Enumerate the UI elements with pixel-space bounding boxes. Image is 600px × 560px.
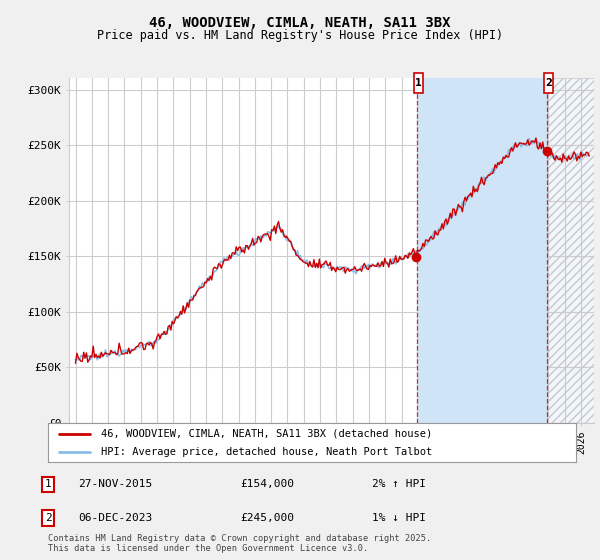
Text: 2: 2 [44, 513, 52, 523]
Text: 46, WOODVIEW, CIMLA, NEATH, SA11 3BX (detached house): 46, WOODVIEW, CIMLA, NEATH, SA11 3BX (de… [101, 429, 432, 439]
Bar [547, 78, 594, 423]
Text: 46, WOODVIEW, CIMLA, NEATH, SA11 3BX: 46, WOODVIEW, CIMLA, NEATH, SA11 3BX [149, 16, 451, 30]
Text: 27-NOV-2015: 27-NOV-2015 [78, 479, 152, 489]
Text: Price paid vs. HM Land Registry's House Price Index (HPI): Price paid vs. HM Land Registry's House … [97, 29, 503, 42]
Text: £245,000: £245,000 [240, 513, 294, 523]
FancyBboxPatch shape [544, 73, 553, 93]
Bar [547, 78, 594, 423]
Text: 06-DEC-2023: 06-DEC-2023 [78, 513, 152, 523]
Text: 2% ↑ HPI: 2% ↑ HPI [372, 479, 426, 489]
Text: 1: 1 [44, 479, 52, 489]
Text: Contains HM Land Registry data © Crown copyright and database right 2025.
This d: Contains HM Land Registry data © Crown c… [48, 534, 431, 553]
Text: 2: 2 [545, 78, 552, 88]
Bar [416, 78, 547, 423]
Text: £154,000: £154,000 [240, 479, 294, 489]
Text: 1% ↓ HPI: 1% ↓ HPI [372, 513, 426, 523]
Text: 1: 1 [415, 78, 421, 88]
FancyBboxPatch shape [413, 73, 422, 93]
Text: HPI: Average price, detached house, Neath Port Talbot: HPI: Average price, detached house, Neat… [101, 447, 432, 457]
